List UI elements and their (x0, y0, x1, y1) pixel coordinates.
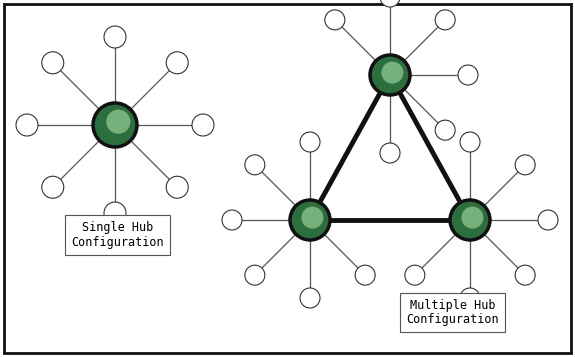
Circle shape (93, 103, 137, 147)
Circle shape (166, 176, 188, 198)
Circle shape (300, 288, 320, 308)
Circle shape (450, 200, 490, 240)
Circle shape (355, 265, 375, 285)
Circle shape (435, 120, 455, 140)
Circle shape (460, 288, 480, 308)
Circle shape (370, 55, 410, 95)
Circle shape (222, 210, 242, 230)
Text: Single Hub
Configuration: Single Hub Configuration (71, 221, 164, 249)
Circle shape (166, 52, 188, 74)
Circle shape (405, 265, 425, 285)
Circle shape (515, 265, 535, 285)
Circle shape (435, 10, 455, 30)
Circle shape (245, 155, 265, 175)
Circle shape (460, 132, 480, 152)
Circle shape (16, 114, 38, 136)
Circle shape (245, 265, 265, 285)
Circle shape (104, 202, 126, 224)
Circle shape (42, 176, 64, 198)
Circle shape (538, 210, 558, 230)
Circle shape (104, 26, 126, 48)
Circle shape (192, 114, 214, 136)
Circle shape (380, 143, 400, 163)
Circle shape (380, 0, 400, 7)
Circle shape (42, 52, 64, 74)
Circle shape (325, 10, 345, 30)
Text: Multiple Hub
Configuration: Multiple Hub Configuration (406, 298, 499, 327)
Circle shape (515, 155, 535, 175)
Circle shape (381, 62, 404, 84)
Circle shape (290, 200, 330, 240)
Circle shape (458, 65, 478, 85)
Circle shape (461, 207, 484, 228)
Circle shape (106, 110, 131, 134)
Circle shape (300, 132, 320, 152)
Circle shape (301, 207, 323, 228)
